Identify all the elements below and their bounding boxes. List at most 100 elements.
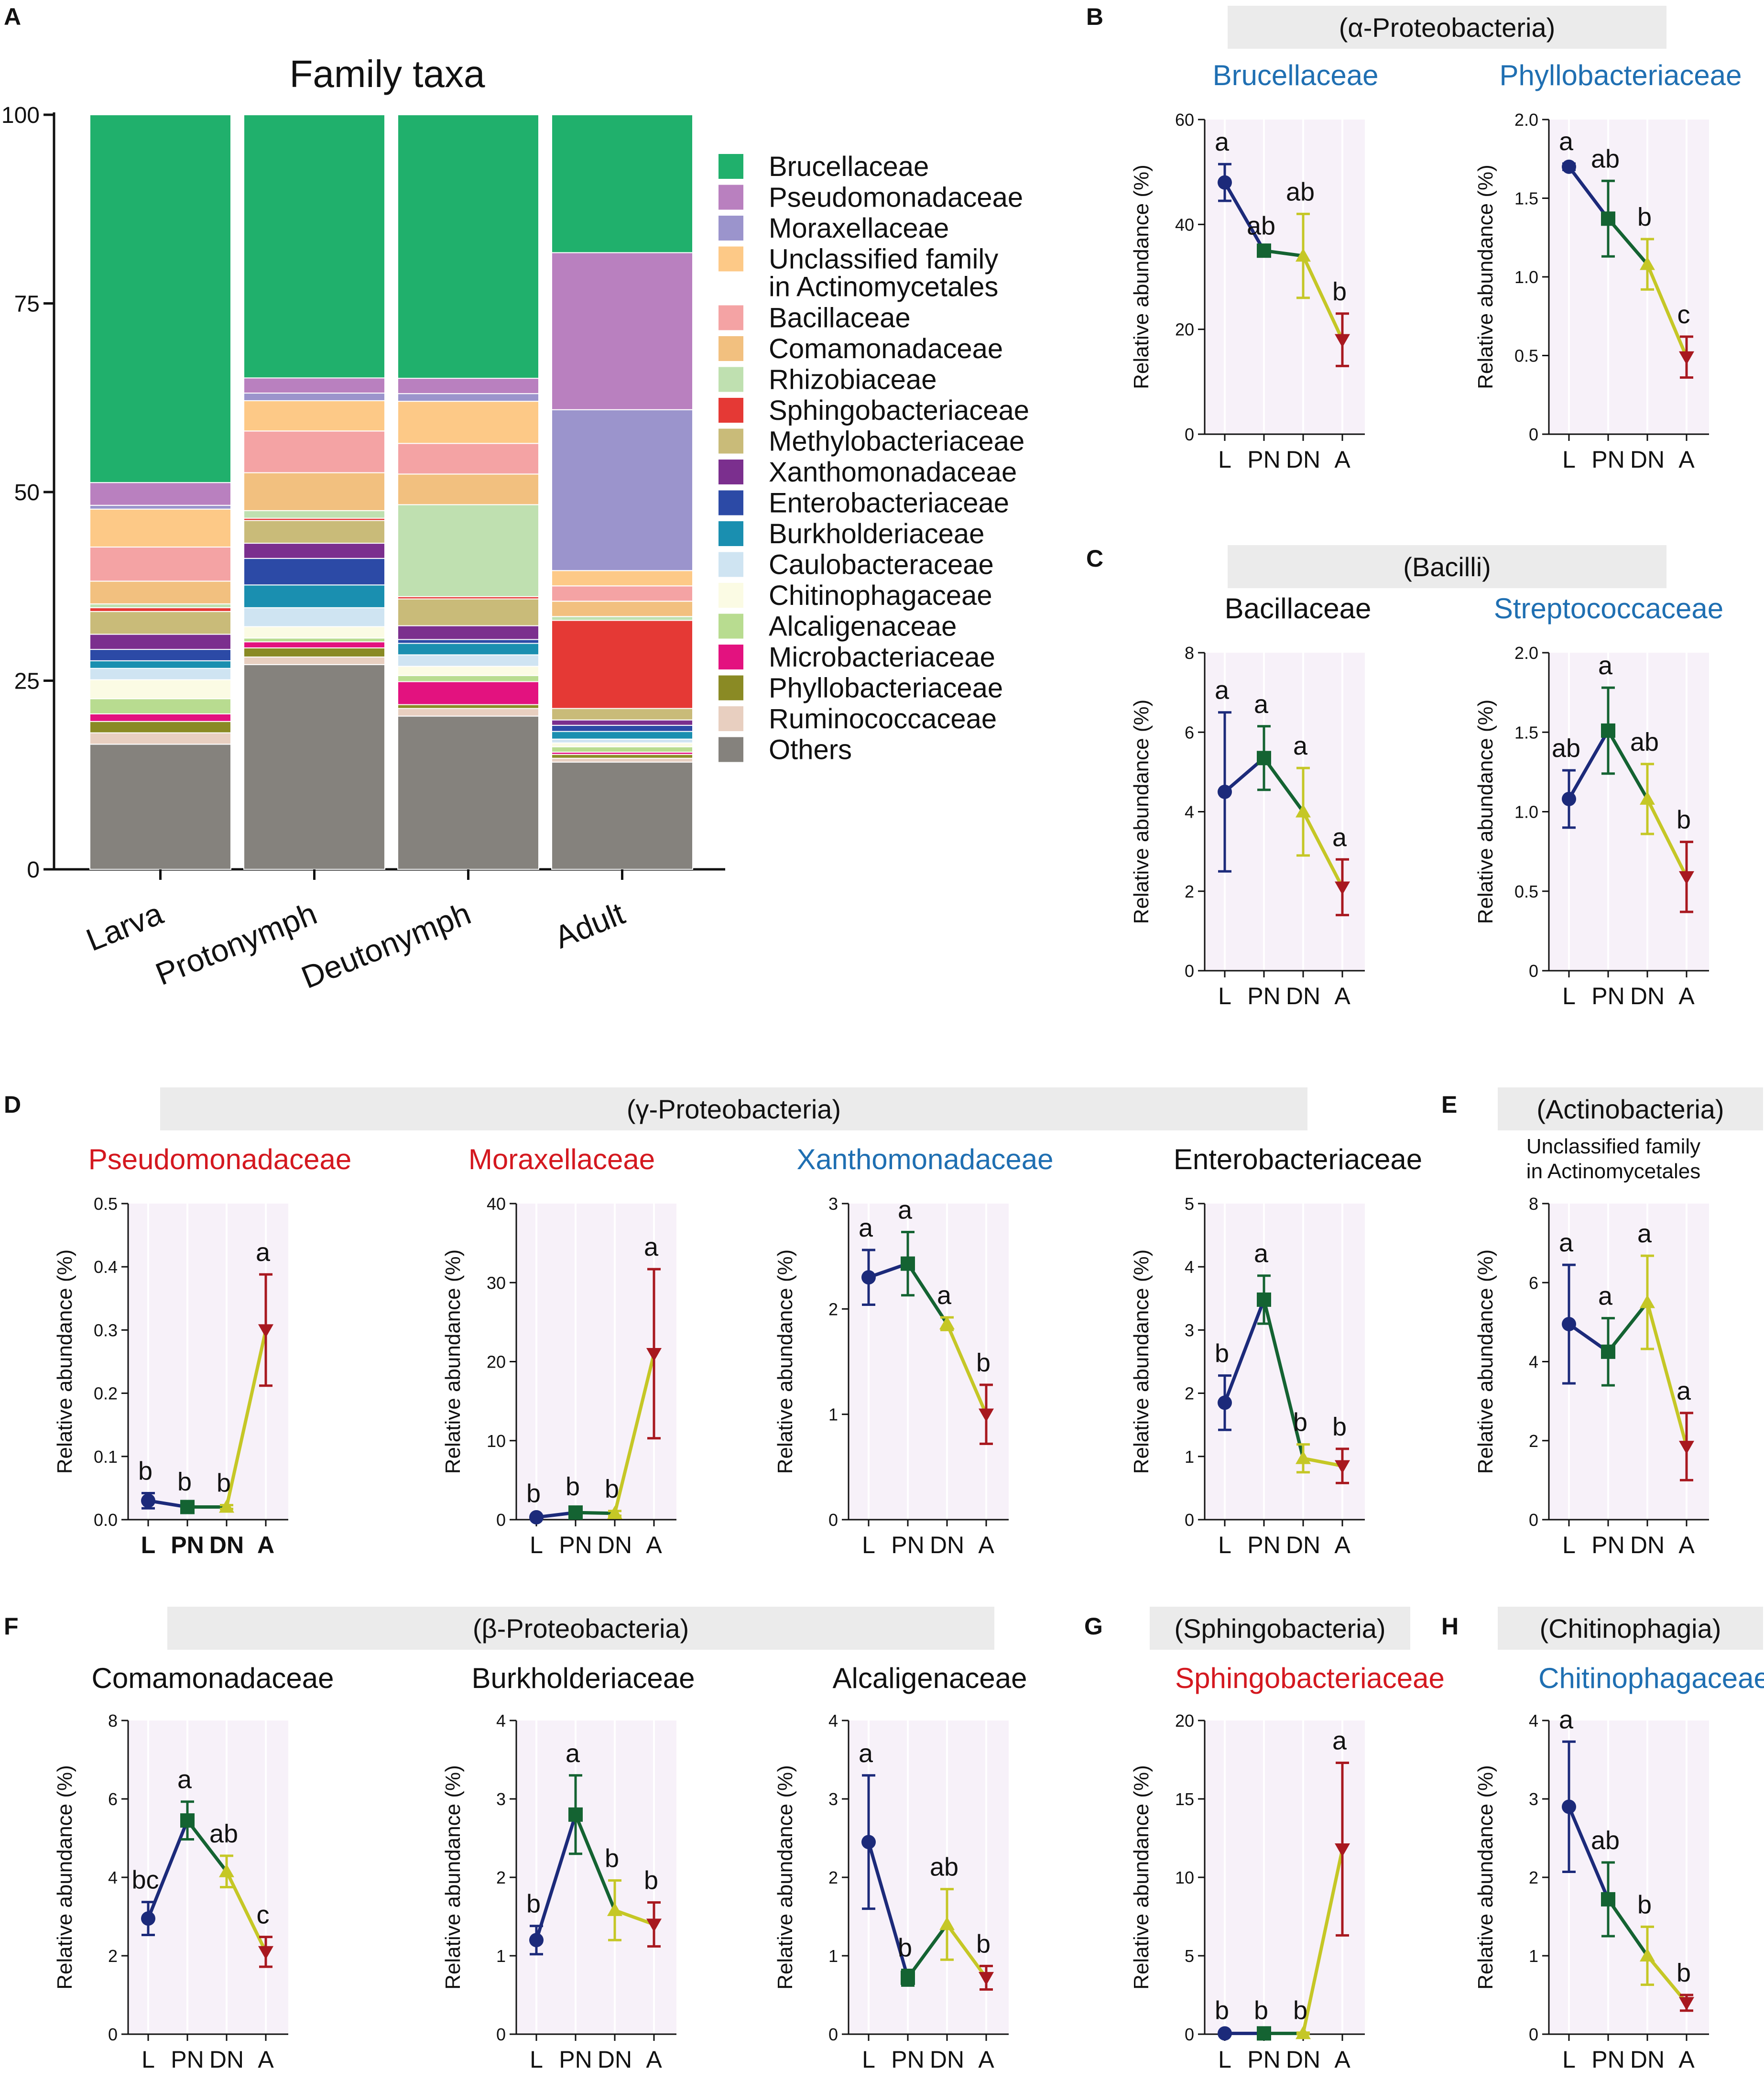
x-tick-label: A: [1334, 2046, 1350, 2073]
panel-label-B: B: [1086, 3, 1103, 30]
chart-title: Comamonadaceae: [92, 1662, 334, 1694]
y-tick-label: 4: [1529, 1352, 1538, 1372]
data-point: [1679, 351, 1694, 365]
x-tick-label: L: [1218, 2046, 1231, 2073]
data-point: [1218, 175, 1232, 190]
y-tick-label: 0.1: [94, 1447, 118, 1467]
legend-swatch: [719, 246, 743, 272]
significance-letter: a: [1677, 1377, 1691, 1405]
significance-letter: ab: [1591, 1826, 1620, 1855]
bar-segment-bacillaceae: [551, 585, 693, 602]
bar-segment-enterobacteriaceae: [551, 724, 693, 732]
legend-item: Methylobacteriaceae: [719, 426, 1024, 457]
data-point: [939, 1917, 955, 1930]
legend-label: Enterobacteriaceae: [769, 488, 1009, 519]
x-tick-label: A: [257, 1532, 274, 1558]
bar-segment-methylobacteriaceae: [551, 708, 693, 721]
data-point: [1562, 791, 1576, 806]
legend-label: Unclassified family: [769, 244, 998, 275]
y-tick-label: 0.0: [94, 1510, 118, 1530]
bar-segment-comamonadaceae: [397, 473, 539, 505]
significance-letter: ab: [1286, 177, 1315, 206]
legend-label: Chitinophagaceae: [769, 580, 992, 611]
bar-segment-methylobacteriaceae: [89, 611, 231, 635]
plot-background: [1549, 1720, 1709, 2034]
data-point: [1296, 2026, 1311, 2039]
significance-letter: a: [644, 1233, 659, 1261]
significance-letter: a: [1215, 128, 1230, 156]
y-tick-label: 5: [1185, 1946, 1194, 1966]
legend-swatch: [719, 521, 743, 546]
series-line: [867, 1841, 910, 1978]
significance-letter: a: [1598, 651, 1613, 680]
y-tick-label: 0: [828, 1510, 838, 1530]
bar-segment-caulobacteraceae: [243, 607, 385, 627]
data-point: [646, 1348, 662, 1361]
significance-letter: a: [256, 1238, 271, 1267]
bar-segment-brucellaceae: [397, 114, 539, 379]
plot-background: [516, 1720, 676, 2034]
y-tick-label: 20: [1175, 1711, 1194, 1731]
y-tick-label: 3: [828, 1789, 838, 1809]
y-tick-label: 3: [828, 1194, 838, 1214]
line-chart-streptococcaceae: Streptococcaceae 0 0.5 1.0 1.5 2.0 Relative ab…: [1474, 592, 1723, 1009]
x-tick-label: DN: [1630, 2046, 1665, 2073]
y-tick-label: 100: [1, 103, 40, 128]
data-point: [1679, 1441, 1694, 1455]
significance-letter: b: [1677, 1959, 1691, 1987]
y-tick-label: 1: [1185, 1447, 1194, 1467]
bar-segment-burkholderiaceae: [551, 731, 693, 740]
legend-label: Alcaligenaceae: [769, 611, 957, 642]
series-line: [1645, 1302, 1688, 1447]
significance-letter: b: [566, 1472, 580, 1501]
data-point: [1218, 2026, 1232, 2041]
bar-segment-others: [551, 761, 693, 870]
bar-segment-chitinophagaceae: [397, 666, 539, 676]
data-point: [979, 1972, 994, 1985]
significance-letter: c: [257, 1901, 270, 1929]
bar-segment-comamonadaceae: [89, 581, 231, 604]
panel-label-A: A: [4, 3, 21, 30]
legend-label: Ruminococcaceae: [769, 703, 997, 734]
y-tick-label: 0.3: [94, 1320, 118, 1340]
legend-item: Chitinophagaceae: [719, 580, 992, 611]
line-chart-xanthomonadaceae: Xanthomonadaceae 0 1 2 3 Relative abundance (…: [773, 1143, 1054, 1558]
legend-swatch: [719, 645, 743, 669]
y-tick-label: 1.0: [1514, 802, 1538, 822]
class-header-label: (β-Proteobacteria): [473, 1613, 689, 1644]
significance-letter: ab: [209, 1819, 238, 1848]
legend-item: Burkholderiaceae: [719, 518, 984, 549]
series-line: [1262, 1299, 1305, 1459]
y-tick-label: 4: [1529, 1711, 1538, 1731]
significance-letter: b: [1332, 1413, 1347, 1441]
bar-segment-chitinophagaceae: [551, 742, 693, 747]
significance-letter: b: [1293, 1996, 1307, 2025]
series-line: [1568, 165, 1610, 220]
x-tick-label: Deutonymph: [296, 895, 476, 995]
legend-label: Brucellaceae: [769, 151, 929, 182]
series-line: [574, 1814, 617, 1911]
y-tick-label: 1: [1529, 1946, 1538, 1966]
series-line: [1301, 1849, 1344, 2034]
class-header-bar: [167, 1607, 994, 1650]
significance-letter: a: [859, 1739, 873, 1768]
class-header-bar: [1228, 6, 1666, 49]
x-tick-label: PN: [1591, 446, 1624, 473]
y-tick-label: 30: [487, 1273, 506, 1293]
series-line: [1303, 1457, 1343, 1468]
data-point: [529, 1510, 544, 1525]
y-tick-label: 2: [828, 1299, 838, 1319]
bar-segment-unclassified-family-in-actinomycetales: [89, 508, 231, 548]
class-header-bar: [1498, 1087, 1763, 1130]
line-chart-bacillaceae: Bacillaceae 0 2 4 6 8 Relative abundance (%) L P…: [1130, 592, 1371, 1009]
bar-segment-others: [89, 744, 231, 870]
data-point: [1679, 1997, 1694, 2011]
data-point: [180, 1500, 195, 1514]
bar-segment-burkholderiaceae: [243, 584, 385, 608]
legend-item: Ruminococcaceae: [719, 703, 997, 734]
significance-letter: a: [1559, 1705, 1574, 1734]
bar-segment-pseudomonadaceae: [397, 378, 539, 394]
x-tick-label: A: [978, 2046, 994, 2073]
plot-background: [1549, 653, 1709, 971]
